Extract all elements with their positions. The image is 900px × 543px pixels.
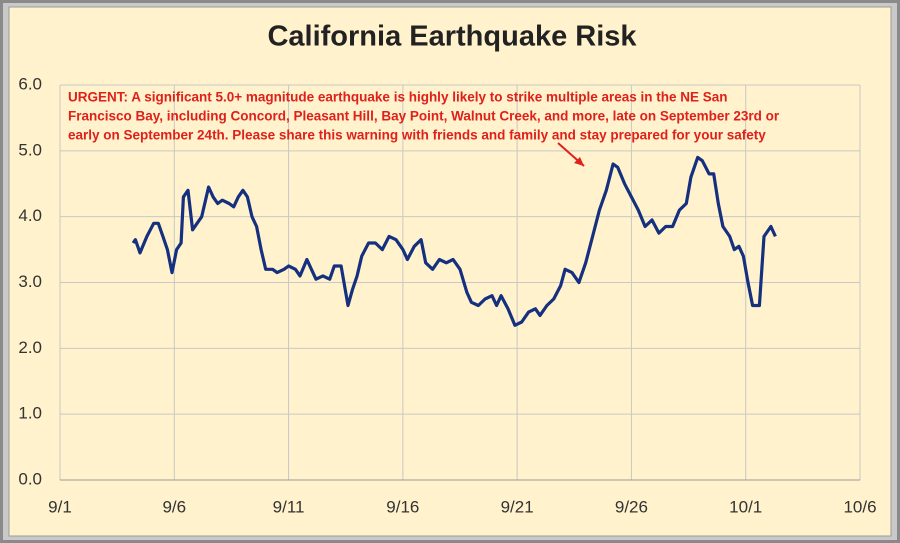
chart-area: [8, 6, 892, 537]
x-tick-label: 10/1: [729, 497, 762, 516]
annotation: Francisco Bay, including Concord, Pleasa…: [68, 109, 780, 124]
x-tick-label: 9/16: [386, 497, 419, 516]
y-tick-label: 3.0: [18, 272, 42, 291]
x-tick-label: 9/26: [615, 497, 648, 516]
y-tick-label: 0.0: [18, 469, 42, 488]
y-tick-label: 5.0: [18, 140, 42, 159]
x-tick-label: 9/11: [273, 497, 305, 516]
y-tick-label: 2.0: [18, 338, 42, 357]
series-line: [131, 155, 777, 327]
annotation: URGENT: A significant 5.0+ magnitude ear…: [68, 90, 728, 105]
x-tick-label: 10/6: [843, 497, 876, 516]
annotation: early on September 24th. Please share th…: [68, 128, 766, 143]
y-tick-label: 6.0: [18, 74, 42, 93]
y-tick-label: 1.0: [18, 404, 42, 423]
annotation-arrowhead: [574, 157, 584, 166]
x-tick-label: 9/1: [48, 497, 72, 516]
x-tick-label: 9/6: [162, 497, 186, 516]
y-tick-label: 4.0: [18, 206, 42, 225]
chart-title: California Earthquake Risk: [267, 21, 637, 53]
x-tick-label: 9/21: [501, 497, 534, 516]
